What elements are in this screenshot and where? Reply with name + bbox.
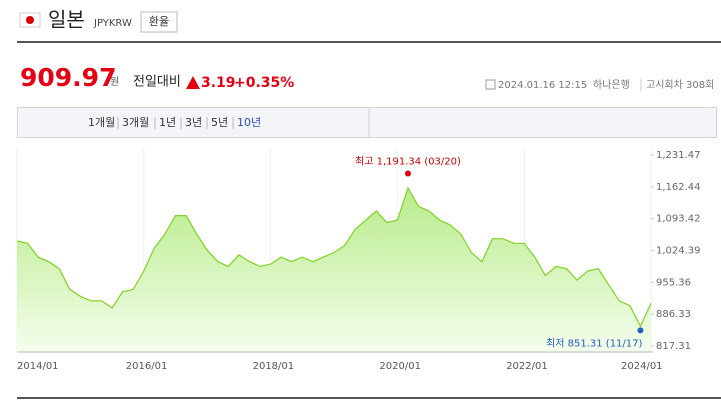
y-tick-label: 817.31 <box>656 341 691 352</box>
tab[interactable]: 3개월 <box>122 116 149 129</box>
x-tick-label: 2018/01 <box>253 361 295 372</box>
area <box>17 188 651 352</box>
y-tick-label: 1,093.42 <box>656 214 701 225</box>
line <box>16 186 652 328</box>
x-tick-label: 2016/01 <box>126 361 168 372</box>
low-label: 최저 851.31 (11/17) <box>546 337 642 349</box>
flag-dot <box>26 16 34 24</box>
x-tick-label: 2014/01 <box>17 361 59 372</box>
up-arrow <box>186 76 200 89</box>
y-tick-label: 955.36 <box>656 277 691 288</box>
clock-icon <box>485 79 496 90</box>
rate-button[interactable] <box>140 11 178 33</box>
change: 3.19 <box>201 75 236 91</box>
tab[interactable]: 10년 <box>237 116 261 129</box>
x-tick-label: 2020/01 <box>379 361 421 372</box>
high-marker <box>404 170 411 177</box>
code: JPYKRW <box>93 18 132 29</box>
tab[interactable]: 5년 <box>211 116 228 129</box>
y-tick-label: 1,162.44 <box>656 182 701 193</box>
y-tick-label: 1,024.39 <box>656 246 701 257</box>
rate-button-label[interactable]: 환율 <box>149 15 169 28</box>
change-label: 전일대비 <box>133 75 181 90</box>
x-tick-label: 2024/01 <box>621 361 663 372</box>
tab-bar <box>17 107 717 138</box>
high-label: 최고 1,191.34 (03/20) <box>355 156 461 168</box>
tab[interactable]: 1년 <box>159 116 176 129</box>
y-tick-label: 1,231.47 <box>656 150 701 161</box>
price: 909.97 <box>20 63 116 92</box>
low-marker <box>637 327 644 334</box>
y-tick-label: 886.33 <box>656 309 691 320</box>
bank: 하나은행 <box>593 78 630 91</box>
x-tick-label: 2022/01 <box>506 361 548 372</box>
unit: 원 <box>110 76 119 88</box>
round: 고시회차 308회 <box>646 79 714 91</box>
tab[interactable]: 3년 <box>185 116 202 129</box>
datetime: 2024.01.16 12:15 <box>498 80 587 91</box>
change-pct: +0.35% <box>234 75 294 91</box>
tab[interactable]: 1개월 <box>88 116 115 129</box>
country: 일본 <box>48 8 85 32</box>
